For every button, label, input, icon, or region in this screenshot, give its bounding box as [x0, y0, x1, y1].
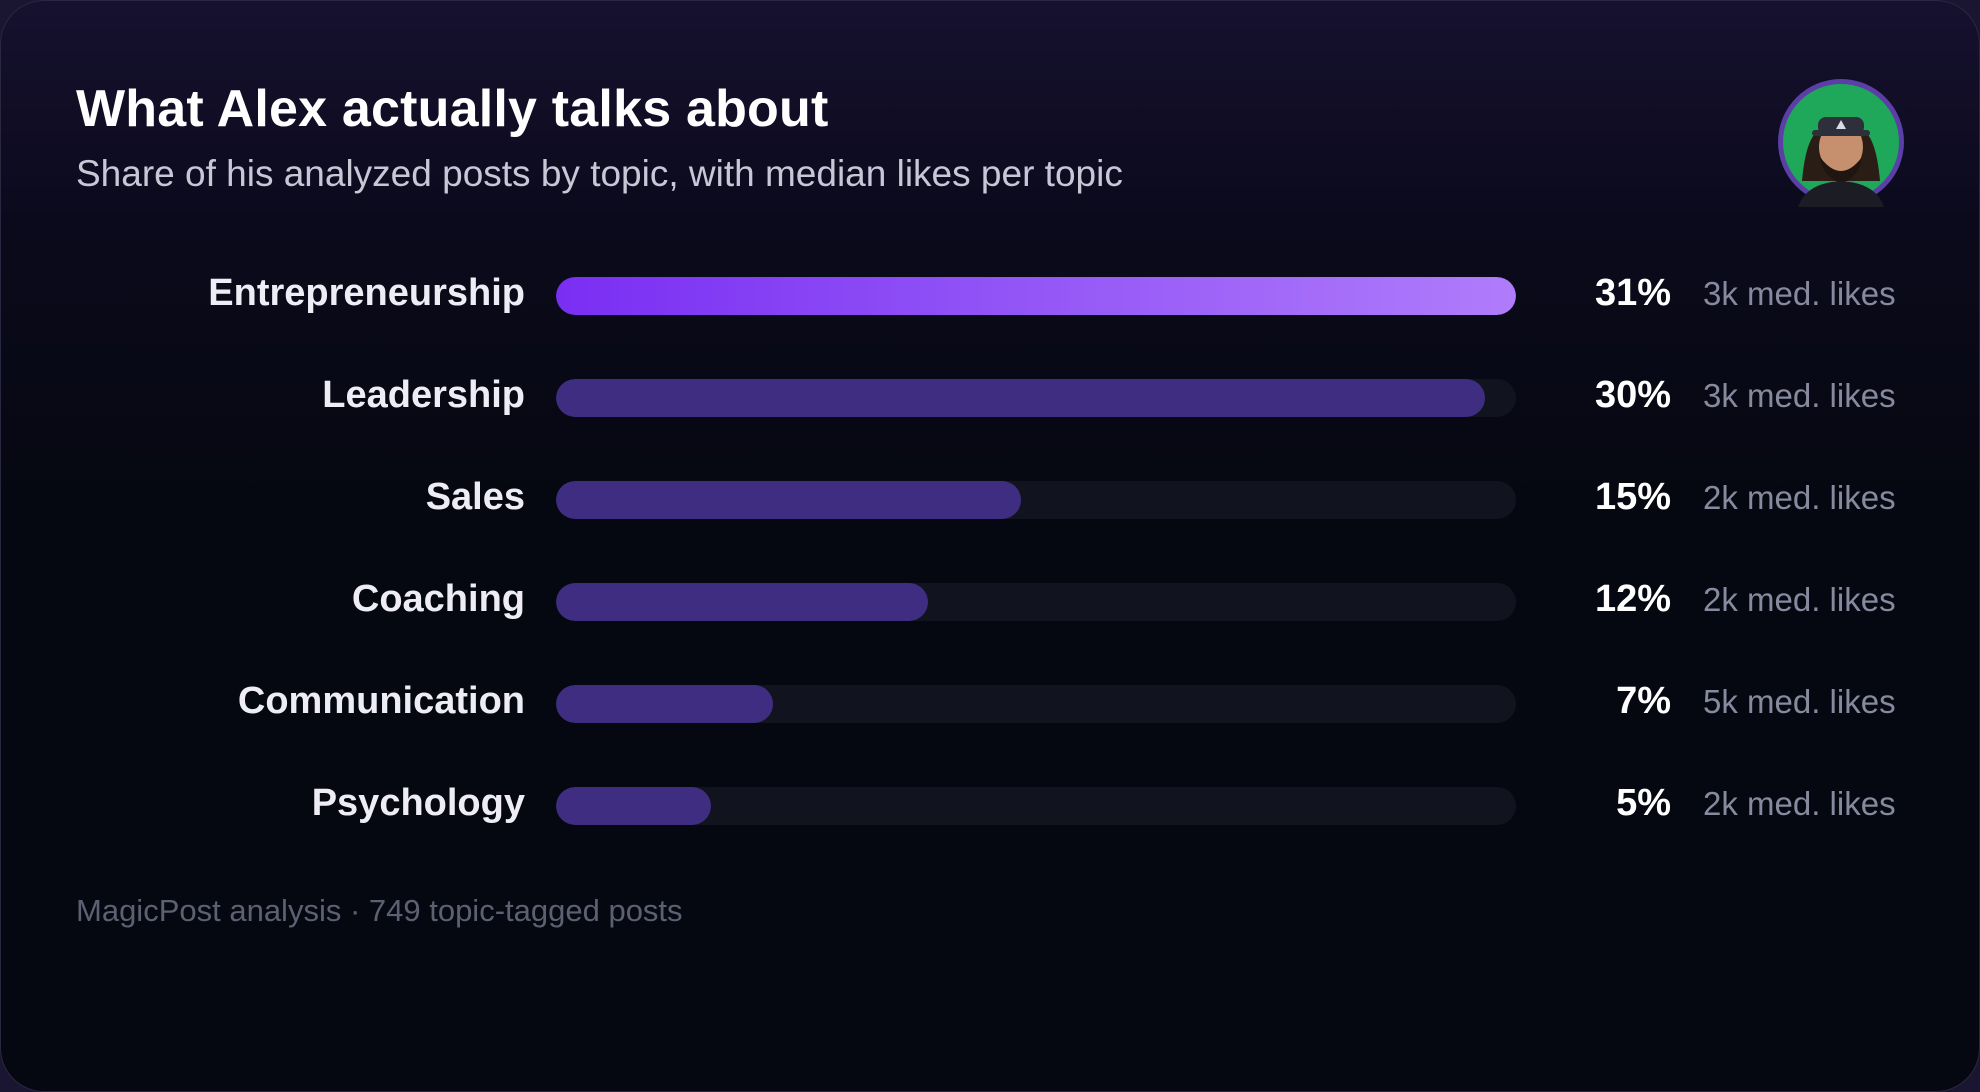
chart-subtitle: Share of his analyzed posts by topic, wi…: [76, 153, 1123, 194]
median-likes-label: 3k med. likes: [1703, 275, 1896, 312]
bar: [556, 379, 1486, 417]
bar-track: [556, 277, 1516, 315]
median-likes-label: 5k med. likes: [1703, 683, 1896, 720]
category-label: Sales: [425, 476, 525, 518]
bar-row-psychology: Psychology 5% 2k med. likes: [1, 766, 1979, 846]
author-avatar: [1778, 79, 1904, 207]
bar-row-communication: Communication 7% 5k med. likes: [1, 664, 1979, 744]
bar-row-sales: Sales 15% 2k med. likes: [1, 460, 1979, 540]
category-label: Psychology: [311, 782, 525, 824]
bar-track: [556, 583, 1516, 621]
share-value-label: 15%: [1594, 476, 1671, 518]
bar: [556, 787, 711, 825]
category-label: Leadership: [322, 374, 525, 416]
median-likes-label: 2k med. likes: [1703, 785, 1896, 822]
chart-footer: MagicPost analysis · 749 topic-tagged po…: [76, 893, 683, 928]
median-likes-label: 3k med. likes: [1703, 377, 1896, 414]
bar: [556, 277, 1516, 315]
share-value-label: 7%: [1616, 680, 1671, 722]
category-label: Communication: [237, 680, 525, 722]
chart-title: What Alex actually talks about: [76, 80, 829, 138]
median-likes-label: 2k med. likes: [1703, 479, 1896, 516]
median-likes-label: 2k med. likes: [1703, 581, 1896, 618]
bar: [556, 685, 773, 723]
bar: [556, 583, 928, 621]
category-label: Coaching: [351, 578, 525, 620]
share-value-label: 12%: [1594, 578, 1671, 620]
bar-row-leadership: Leadership 30% 3k med. likes: [1, 358, 1979, 438]
bar-row-entrepreneurship: Entrepreneurship 31% 3k med. likes: [1, 256, 1979, 336]
bar-track: [556, 379, 1516, 417]
bar-row-coaching: Coaching 12% 2k med. likes: [1, 562, 1979, 642]
bar-track: [556, 685, 1516, 723]
share-value-label: 30%: [1594, 374, 1671, 416]
bar: [556, 481, 1021, 519]
bar-track: [556, 481, 1516, 519]
category-label: Entrepreneurship: [208, 272, 525, 314]
share-value-label: 5%: [1616, 782, 1671, 824]
share-value-label: 31%: [1594, 272, 1671, 314]
bar-track: [556, 787, 1516, 825]
